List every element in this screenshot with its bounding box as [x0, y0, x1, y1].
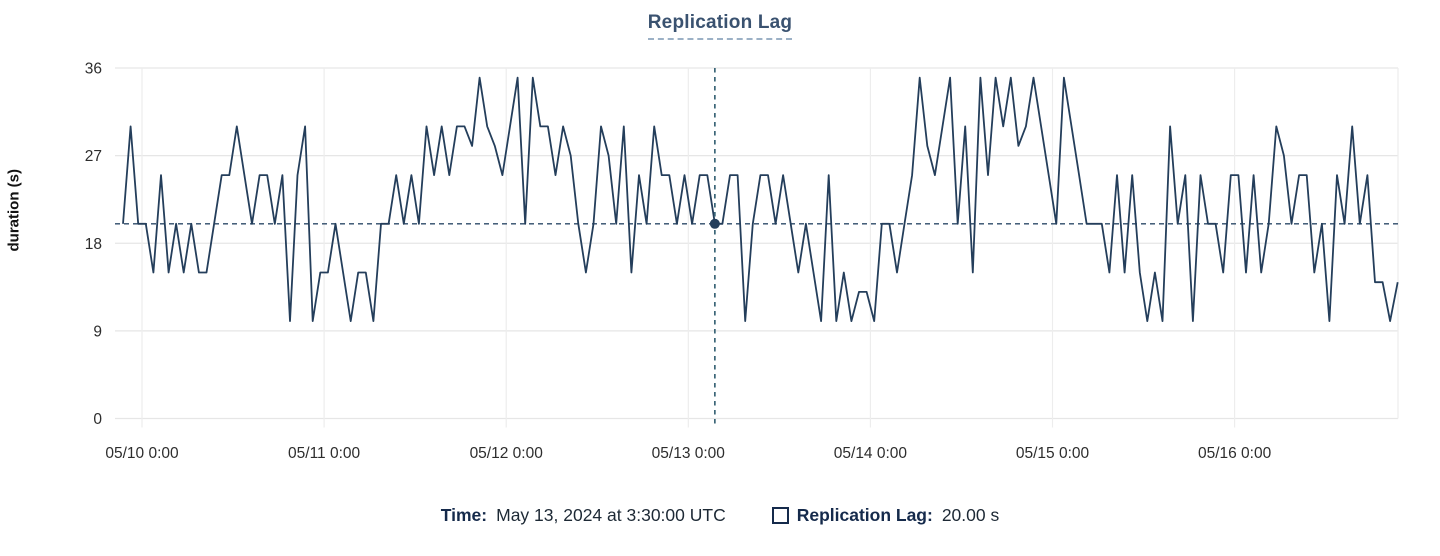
y-tick-label: 0 [93, 411, 102, 428]
y-axis-title: duration (s) [5, 169, 23, 252]
chart-header: Replication Lag [0, 12, 1440, 40]
x-tick-label: 05/13 0:00 [652, 445, 726, 462]
series-line-replication-lag [122, 76, 1399, 323]
x-tick-label: 05/12 0:00 [470, 445, 544, 462]
y-tick-label: 9 [93, 323, 102, 340]
y-tick-label: 18 [85, 236, 102, 253]
x-tick-label: 05/16 0:00 [1198, 445, 1272, 462]
crosshair-point [709, 218, 720, 229]
chart-plot-area[interactable]: 36 27 18 9 005/10 0:00 05/11 0:00 05/12 0:00 05… [0, 0, 1440, 490]
x-tick-label: 05/10 0:00 [105, 445, 179, 462]
legend-item-replication-lag[interactable]: Replication Lag: 20.00 s [771, 505, 1000, 526]
legend-square-icon [771, 507, 789, 524]
time-label: Time: [440, 505, 488, 525]
series-value: 20.00 s [941, 505, 1000, 525]
time-value: May 13, 2024 at 3:30:00 UTC [496, 505, 726, 525]
x-tick-label: 05/14 0:00 [834, 445, 908, 462]
y-tick-label: 36 [85, 61, 102, 78]
y-tick-label: 27 [85, 148, 102, 165]
chart-title[interactable]: Replication Lag [647, 12, 793, 40]
x-tick-label: 05/15 0:00 [1016, 445, 1090, 462]
hover-readout-bar: Time: May 13, 2024 at 3:30:00 UTC Replic… [0, 505, 1440, 526]
series-label: Replication Lag: [796, 505, 933, 525]
x-tick-label: 05/11 0:00 [288, 445, 360, 462]
